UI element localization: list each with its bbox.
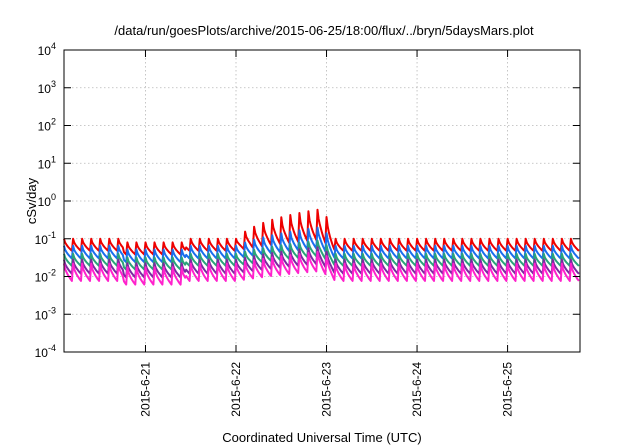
x-tick-label: 2015-6-25: [501, 362, 515, 417]
y-axis-label: cSv/day: [24, 177, 39, 224]
series-teal: [63, 239, 580, 271]
y-tick-label: 10-4: [35, 343, 56, 360]
x-axis-label: Coordinated Universal Time (UTC): [222, 430, 421, 445]
y-tick-label: 10-3: [35, 305, 56, 322]
y-tick-label: 100: [38, 192, 56, 209]
ticks: [64, 49, 580, 353]
chart-title: /data/run/goesPlots/archive/2015-06-25/1…: [114, 23, 534, 38]
x-tick-label: 2015-6-24: [410, 362, 424, 417]
series-red: [63, 208, 580, 256]
x-tick-label: 2015-6-21: [138, 362, 152, 417]
y-tick-label: 102: [38, 117, 56, 134]
y-tick-label: 10-2: [35, 268, 56, 285]
x-tick-label: 2015-6-23: [320, 362, 334, 417]
y-tick-label: 10-1: [35, 230, 56, 247]
y-tick-label: 103: [38, 79, 56, 96]
x-tick-label: 2015-6-22: [229, 362, 243, 417]
grid: [64, 50, 580, 352]
series-magenta: [63, 251, 580, 286]
series-blue: [63, 226, 580, 264]
series-purple: [63, 246, 580, 279]
x-tick-labels: 2015-6-21 2015-6-22 2015-6-23 2015-6-24 2015…: [138, 362, 514, 417]
y-tick-labels: 10-4 10-3 10-2 10-1 100 101 102 103 104: [35, 41, 56, 360]
series-group: [63, 208, 580, 286]
y-tick-label: 104: [38, 41, 56, 58]
y-tick-label: 101: [38, 154, 56, 171]
